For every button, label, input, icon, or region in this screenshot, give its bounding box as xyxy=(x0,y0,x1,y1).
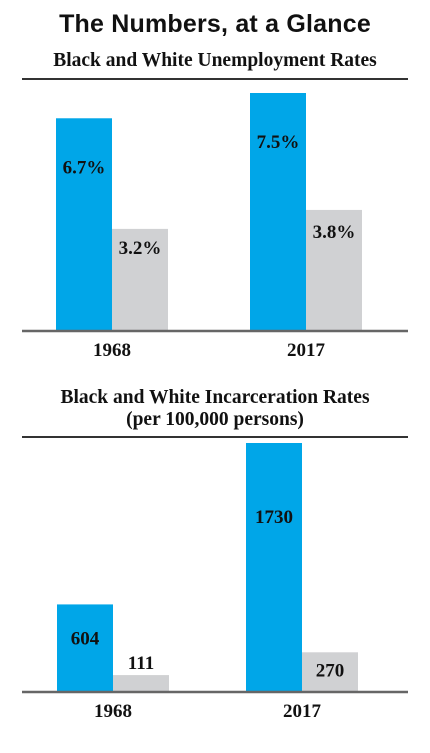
bar-2017-series0 xyxy=(246,443,302,691)
incarceration-chart-title-line2: (per 100,000 persons) xyxy=(126,409,304,430)
category-label-1968: 1968 xyxy=(93,340,131,361)
data-label-1968-series0: 6.7% xyxy=(63,157,106,178)
unemployment-title-rule xyxy=(22,78,408,80)
incarceration-chart-title-line1: Black and White Incarceration Rates xyxy=(60,387,370,408)
bar-1968-series0 xyxy=(56,118,112,330)
bar-2017-series0 xyxy=(250,93,306,330)
category-label-2017: 2017 xyxy=(287,340,326,361)
bar-2017-series1 xyxy=(302,652,358,691)
unemployment-chart: 6.7% 3.2% 1968 7.5% 3.8% 2017 xyxy=(22,93,408,361)
incarceration-title-rule xyxy=(22,436,408,438)
category-label-1968: 1968 xyxy=(94,701,132,722)
bar-1968-series1 xyxy=(113,675,169,691)
data-label-1968-series1: 3.2% xyxy=(119,238,162,259)
data-label-2017-series0: 1730 xyxy=(255,507,293,528)
page-title: The Numbers, at a Glance xyxy=(59,10,371,38)
bar-1968-series0 xyxy=(57,604,113,691)
bar-1968-series1 xyxy=(112,228,168,330)
data-label-2017-series0: 7.5% xyxy=(257,132,300,153)
bar-2017-series1 xyxy=(306,209,362,330)
unemployment-chart-title: Black and White Unemployment Rates xyxy=(53,50,377,71)
data-label-1968-series0: 604 xyxy=(71,628,100,649)
category-label-2017: 2017 xyxy=(283,701,322,722)
data-label-2017-series1: 270 xyxy=(316,660,345,681)
data-label-2017-series1: 3.8% xyxy=(313,222,356,243)
data-label-1968-series1: 111 xyxy=(128,653,154,674)
